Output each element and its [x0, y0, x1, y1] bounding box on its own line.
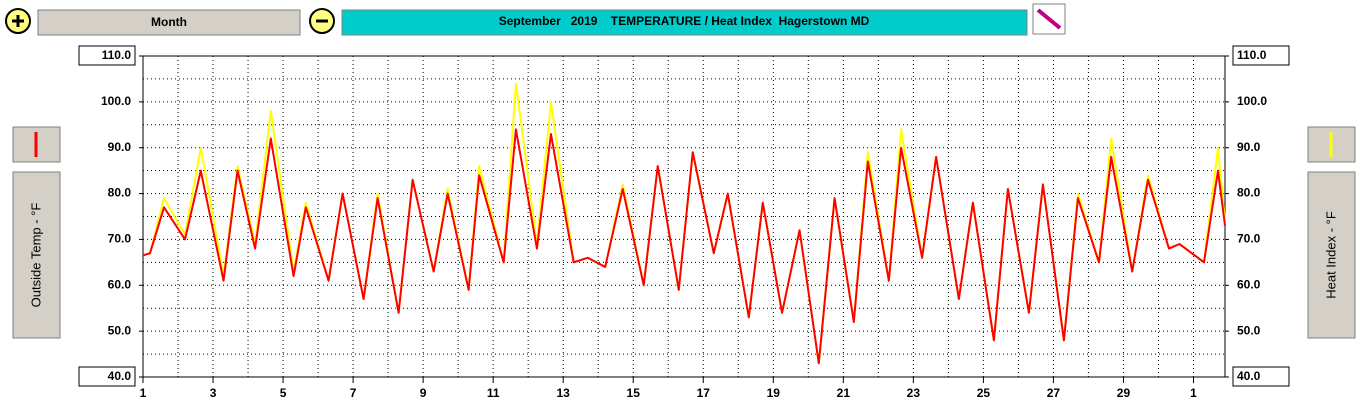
- x-tick-label: 25: [977, 386, 991, 400]
- x-tick-label: 9: [420, 386, 427, 400]
- legend-entry: Heat Index - °F: [1323, 211, 1338, 299]
- zoom-out[interactable]: [309, 8, 335, 34]
- y-tick-label: 90.0: [108, 140, 132, 154]
- y2-tick-label: 110.0: [1237, 48, 1267, 62]
- y-tick-label: 100.0: [101, 94, 131, 108]
- y-axis-button[interactable]: [12, 171, 61, 339]
- series-line: [142, 82, 1226, 365]
- y2-tick-label: 60.0: [1237, 277, 1261, 291]
- tick-box: [1232, 45, 1290, 66]
- y2-tick-label: 40.0: [1237, 369, 1261, 383]
- x-tick-label: 27: [1047, 386, 1061, 400]
- y-tick-label: 70.0: [108, 232, 132, 246]
- month-label: Month: [151, 15, 187, 29]
- x-tick-label: 3: [210, 386, 217, 400]
- x-tick-label: 15: [627, 386, 641, 400]
- month-button[interactable]: [37, 9, 301, 36]
- settings-icon[interactable]: [1032, 3, 1066, 35]
- x-tick-label: 29: [1117, 386, 1131, 400]
- x-tick-label: 1: [140, 386, 147, 400]
- tick-box: [78, 45, 136, 66]
- y2-tick-label: 90.0: [1237, 140, 1261, 154]
- y2-axis-button[interactable]: [1307, 171, 1356, 339]
- zoom-in[interactable]: [5, 8, 31, 34]
- y-tick-label: 40.0: [108, 369, 132, 383]
- x-tick-label: 7: [350, 386, 357, 400]
- y-tick-label: 80.0: [108, 186, 132, 200]
- y2-tick-label: 50.0: [1237, 323, 1261, 337]
- x-tick-label: 13: [557, 386, 571, 400]
- x-tick-label: 11: [487, 386, 500, 400]
- y2-tick-label: 70.0: [1237, 232, 1261, 246]
- tick-box: [78, 366, 136, 387]
- legend-entry: Outside Temp - °F: [28, 203, 43, 308]
- x-tick-label: 23: [907, 386, 921, 400]
- icon-stroke: [1036, 8, 1062, 30]
- x-tick-label: 5: [280, 386, 287, 400]
- y2-tick-label: 80.0: [1237, 186, 1261, 200]
- chart-title: September 2019 TEMPERATURE / Heat Index …: [499, 14, 870, 28]
- title-banner: [341, 9, 1028, 36]
- x-tick-label: 19: [767, 386, 781, 400]
- y-tick-label: 50.0: [108, 323, 132, 337]
- x-tick-label: 1: [1190, 386, 1197, 400]
- y2-tick-label: 100.0: [1237, 94, 1267, 108]
- x-tick-label: 17: [697, 386, 711, 400]
- x-tick-label: 21: [837, 386, 851, 400]
- y-tick-label: 60.0: [108, 277, 132, 291]
- series-line: [142, 128, 1226, 365]
- y-tick-label: 110.0: [102, 48, 132, 62]
- tick-box: [1232, 366, 1290, 387]
